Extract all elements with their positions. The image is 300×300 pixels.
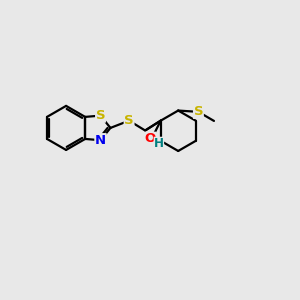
Text: S: S: [194, 105, 203, 119]
Text: S: S: [124, 114, 134, 127]
Text: H: H: [154, 137, 164, 150]
Text: S: S: [96, 109, 105, 122]
Text: N: N: [95, 134, 106, 147]
Text: O: O: [145, 132, 156, 145]
